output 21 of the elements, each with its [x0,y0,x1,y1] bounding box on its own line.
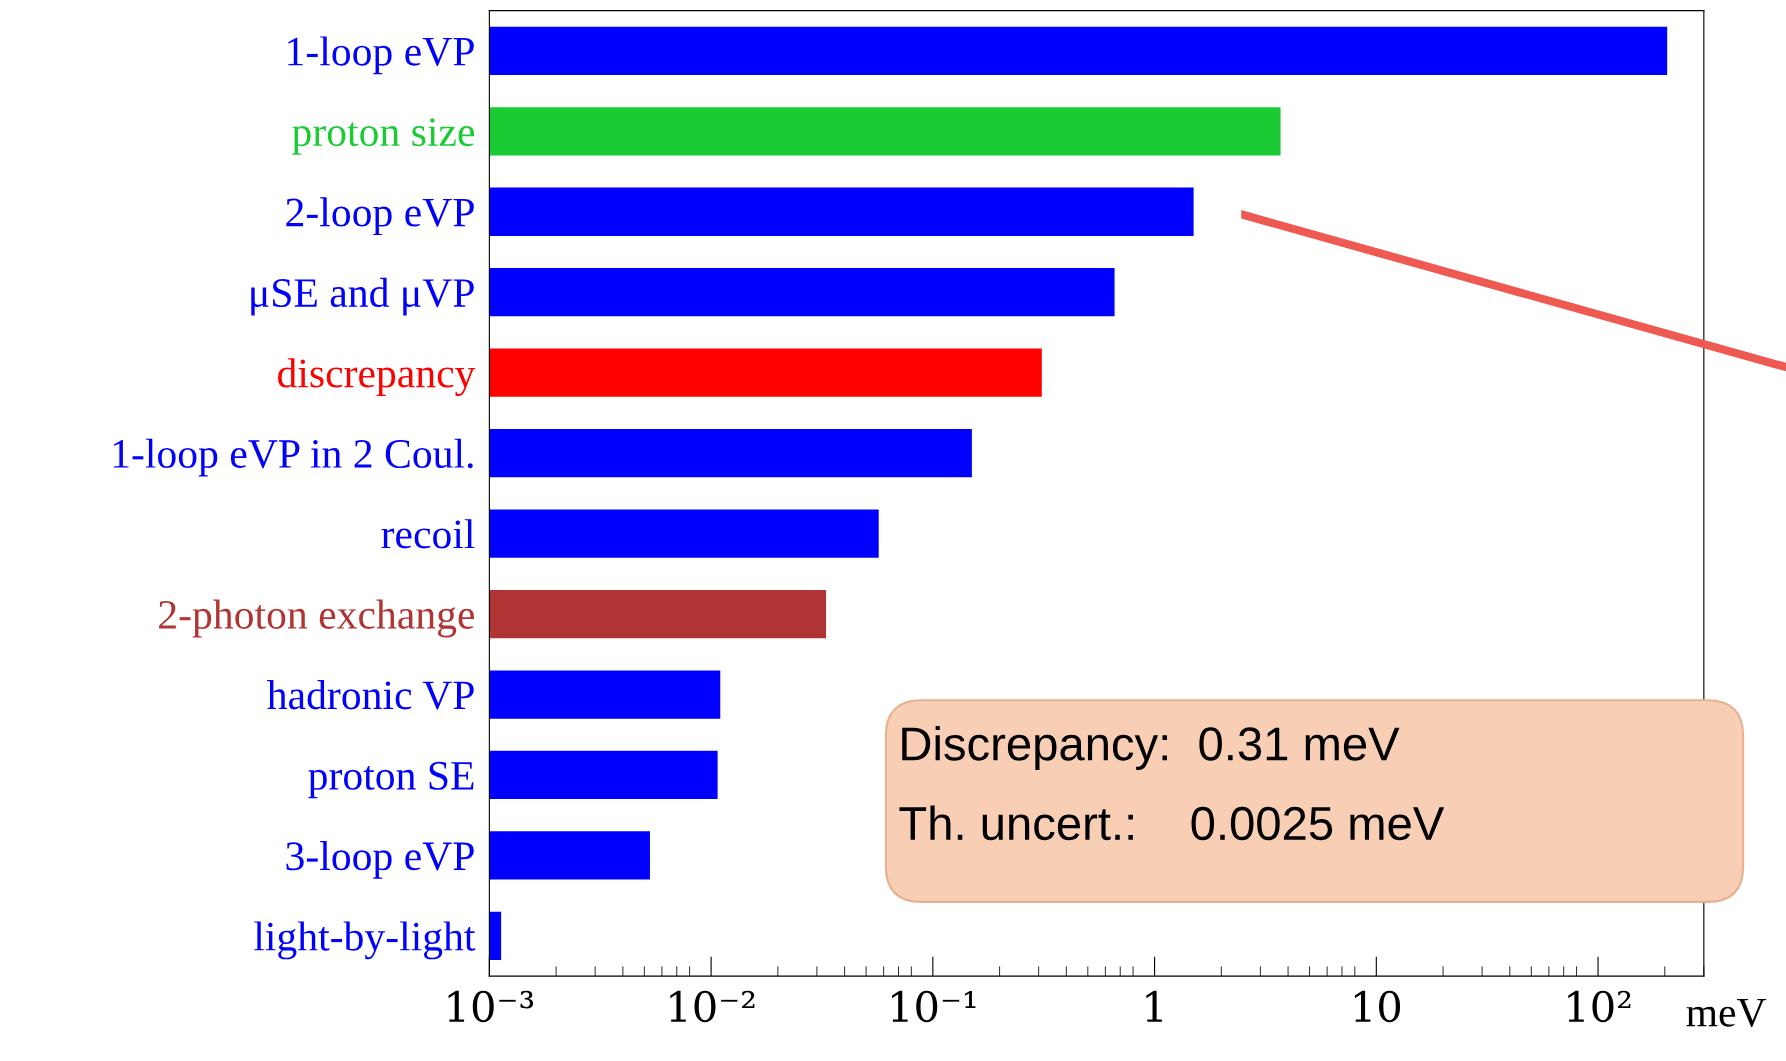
y-tick-label: μSE and μVP [251,277,474,316]
y-tick-label: proton SE [308,761,474,799]
y-tick-label: 3-loop eVP [286,840,474,879]
annotation: Th. uncert.: 0.0025 meV [899,805,1445,841]
x-axis-title: meV [1686,998,1767,1027]
y-tick-label: 1-loop eVP [288,36,474,75]
y-tick-label: light-by-light [254,921,476,960]
x-tick-label: 10² [1568,990,1631,1023]
x-tick-label: 10⁻² [670,990,755,1023]
annotation: Discrepancy: 0.31 meV [902,725,1400,771]
y-tick-label: 2-loop eVP [286,197,474,236]
x-tick-label: 10⁻¹ [892,990,976,1023]
x-tick-label: 10 [1354,990,1401,1023]
x-tick-label: 10⁻³ [448,990,534,1023]
y-tick-label: 2-photon exchange [159,599,475,638]
y-tick-label: hadronic VP [267,680,474,710]
y-tick-label: discrepancy [277,358,476,397]
y-tick-label: proton size [292,118,475,155]
x-tick-label: 1 [1146,990,1162,1022]
y-tick-label: recoil [381,519,475,549]
y-tick-label: 1-loop eVP in 2 Coul. [113,438,473,477]
